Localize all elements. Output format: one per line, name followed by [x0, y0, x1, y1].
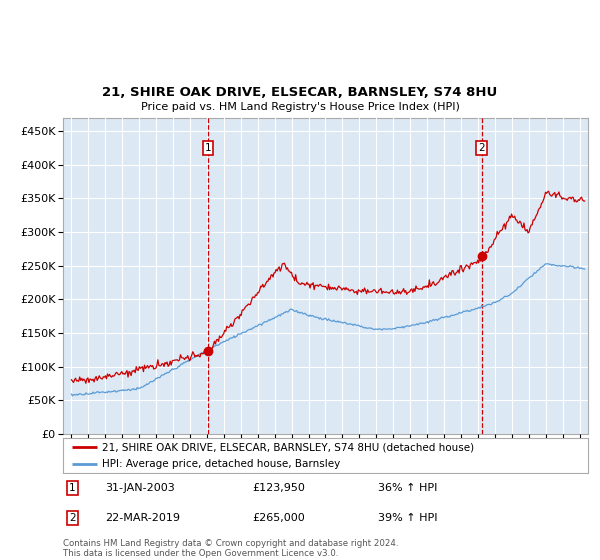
- Text: 2: 2: [478, 143, 485, 153]
- Text: 31-JAN-2003: 31-JAN-2003: [105, 483, 175, 493]
- Text: 22-MAR-2019: 22-MAR-2019: [105, 513, 180, 523]
- Text: 2: 2: [69, 513, 76, 523]
- Text: £123,950: £123,950: [252, 483, 305, 493]
- Text: Contains HM Land Registry data © Crown copyright and database right 2024.
This d: Contains HM Land Registry data © Crown c…: [63, 539, 398, 558]
- Text: 1: 1: [205, 143, 212, 153]
- Text: 39% ↑ HPI: 39% ↑ HPI: [378, 513, 437, 523]
- Text: 21, SHIRE OAK DRIVE, ELSECAR, BARNSLEY, S74 8HU (detached house): 21, SHIRE OAK DRIVE, ELSECAR, BARNSLEY, …: [103, 442, 475, 452]
- Text: 1: 1: [69, 483, 76, 493]
- Text: Price paid vs. HM Land Registry's House Price Index (HPI): Price paid vs. HM Land Registry's House …: [140, 102, 460, 112]
- Text: 21, SHIRE OAK DRIVE, ELSECAR, BARNSLEY, S74 8HU: 21, SHIRE OAK DRIVE, ELSECAR, BARNSLEY, …: [103, 86, 497, 99]
- Text: £265,000: £265,000: [252, 513, 305, 523]
- Text: 36% ↑ HPI: 36% ↑ HPI: [378, 483, 437, 493]
- Text: HPI: Average price, detached house, Barnsley: HPI: Average price, detached house, Barn…: [103, 459, 341, 469]
